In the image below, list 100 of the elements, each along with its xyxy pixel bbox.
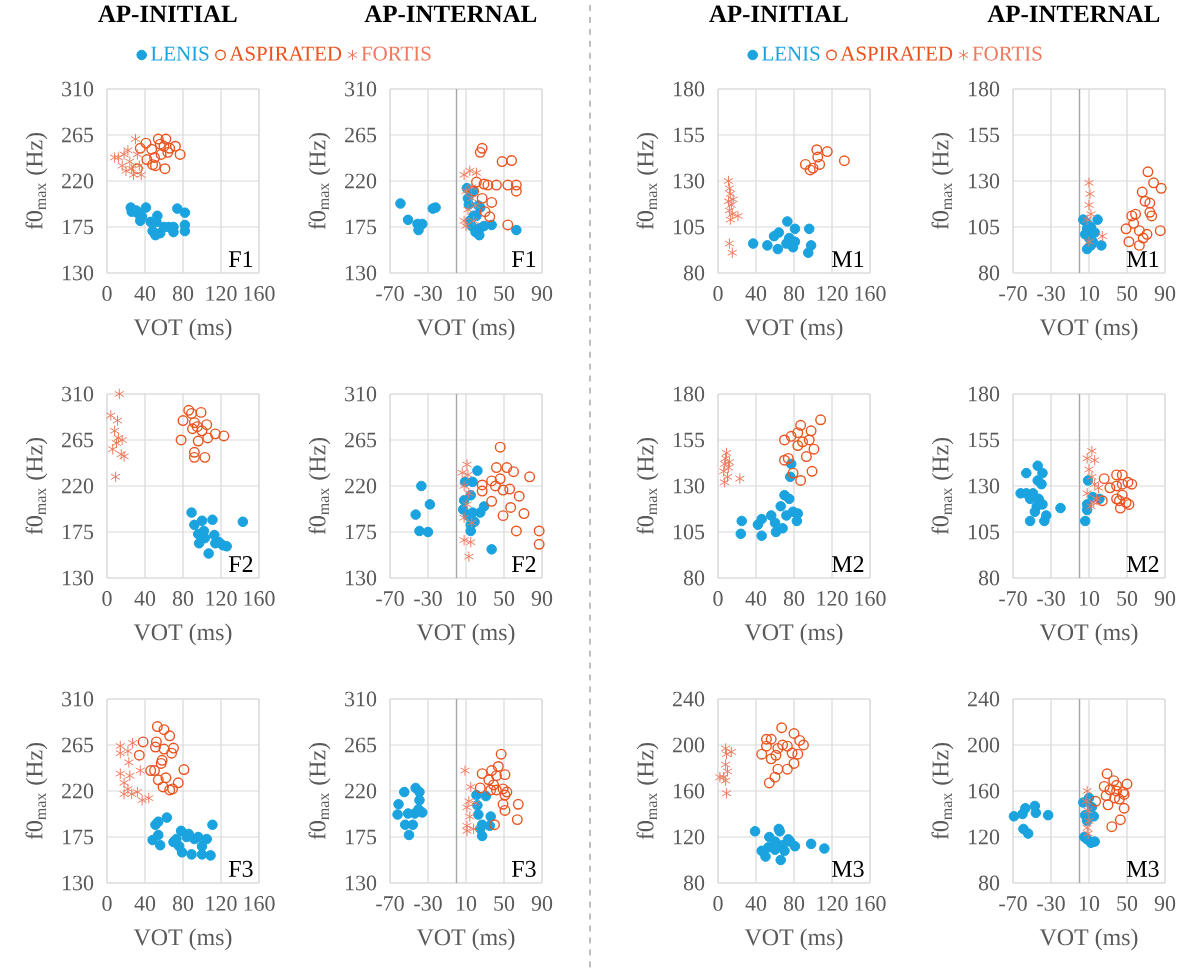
- y-axis-title: f0$_{max}$ (Hz): [931, 742, 954, 840]
- y-axis-title: f0$_{max}$ (Hz): [636, 132, 659, 230]
- y-axis-title: f0$_{max}$ (Hz): [308, 742, 331, 840]
- y-tick-label: 130: [346, 875, 377, 891]
- annotation: M2: [1127, 556, 1159, 572]
- x-tick-label: 10: [1079, 591, 1100, 606]
- x-tick-label: -70: [999, 896, 1027, 911]
- y-tick-label: 220: [62, 478, 94, 494]
- y-axis-title: f0$_{max}$ (Hz): [25, 437, 48, 535]
- y-tick-label: 105: [969, 219, 1000, 235]
- y-tick-label: 105: [674, 524, 705, 540]
- y-tick-label: 130: [674, 478, 705, 494]
- legend-label: ASPIRATED: [840, 46, 953, 61]
- y-tick-label: 160: [969, 783, 1000, 799]
- y-tick-label: 200: [968, 737, 1000, 753]
- x-tick-label: 90: [531, 896, 553, 911]
- x-axis-title: VOT (ms): [1039, 928, 1138, 951]
- x-tick-label: 80: [783, 286, 805, 301]
- x-tick-label: 120: [817, 896, 848, 911]
- y-tick-label: 180: [969, 81, 1000, 97]
- x-tick-label: 0: [713, 591, 723, 606]
- x-tick-label: 50: [1117, 591, 1138, 606]
- annotation: M1: [1127, 251, 1159, 267]
- y-tick-label: 240: [968, 691, 1000, 707]
- x-tick-label: 80: [172, 591, 194, 606]
- x-tick-label: 160: [244, 591, 275, 606]
- y-axis-title: f0$_{max}$ (Hz): [25, 132, 48, 230]
- x-axis-title: VOT (ms): [744, 623, 843, 646]
- x-tick-label: 80: [783, 896, 805, 911]
- x-tick-label: 40: [134, 591, 156, 606]
- x-tick-label: 10: [456, 591, 477, 606]
- x-tick-label: 80: [172, 896, 194, 911]
- x-tick-label: -70: [376, 591, 404, 606]
- x-axis-title: VOT (ms): [416, 928, 515, 951]
- x-tick-label: -30: [1037, 591, 1065, 606]
- legend-label: FORTIS: [361, 46, 431, 61]
- y-tick-label: 80: [683, 875, 705, 891]
- x-tick-label: -30: [414, 591, 442, 606]
- x-tick-label: 90: [1154, 591, 1176, 606]
- x-axis-title: VOT (ms): [744, 318, 843, 341]
- x-tick-label: 40: [134, 896, 156, 911]
- x-tick-label: 0: [713, 896, 723, 911]
- legend-label: ASPIRATED: [229, 46, 342, 61]
- x-axis-title: VOT (ms): [1039, 318, 1138, 341]
- x-tick-label: 120: [206, 896, 237, 911]
- x-tick-label: 160: [244, 896, 275, 911]
- annotation: F1: [229, 251, 253, 267]
- x-tick-label: 0: [102, 286, 112, 301]
- chart-title: AP-INITIAL: [709, 5, 848, 22]
- y-tick-label: 220: [62, 173, 94, 189]
- y-tick-label: 80: [683, 265, 705, 281]
- x-tick-label: 0: [102, 896, 112, 911]
- y-tick-label: 265: [62, 127, 94, 143]
- annotation: M2: [832, 556, 864, 572]
- x-tick-label: 120: [206, 286, 237, 301]
- x-tick-label: 120: [817, 286, 848, 301]
- y-tick-label: 155: [674, 432, 705, 448]
- y-tick-label: 310: [345, 386, 377, 402]
- y-tick-label: 310: [62, 386, 94, 402]
- legend-label: FORTIS: [972, 46, 1042, 61]
- x-tick-label: 50: [1117, 286, 1138, 301]
- y-tick-label: 155: [969, 127, 1000, 143]
- y-axis-title: f0$_{max}$ (Hz): [931, 437, 954, 535]
- x-tick-label: 90: [1154, 286, 1176, 301]
- legend-label: LENIS: [762, 46, 820, 61]
- legend-label: LENIS: [151, 46, 209, 61]
- y-tick-label: 130: [674, 173, 705, 189]
- y-tick-label: 180: [674, 386, 705, 402]
- x-tick-label: 0: [713, 286, 723, 301]
- x-axis-title: VOT (ms): [416, 623, 515, 646]
- x-tick-label: -30: [414, 896, 442, 911]
- y-tick-label: 80: [978, 875, 1000, 891]
- y-tick-label: 130: [969, 478, 1000, 494]
- y-tick-label: 240: [673, 691, 705, 707]
- x-tick-label: 160: [244, 286, 275, 301]
- x-tick-label: 40: [745, 591, 767, 606]
- x-tick-label: 160: [855, 591, 886, 606]
- y-tick-label: 175: [346, 524, 377, 540]
- y-tick-label: 200: [673, 737, 705, 753]
- x-tick-label: 50: [494, 591, 515, 606]
- y-tick-label: 175: [346, 219, 377, 235]
- x-axis-title: VOT (ms): [1039, 623, 1138, 646]
- y-tick-label: 80: [978, 265, 1000, 281]
- x-tick-label: 40: [134, 286, 156, 301]
- y-tick-label: 265: [345, 737, 377, 753]
- y-tick-label: 220: [345, 783, 377, 799]
- y-tick-label: 220: [62, 783, 94, 799]
- y-tick-label: 180: [674, 81, 705, 97]
- y-tick-label: 310: [345, 691, 377, 707]
- chart-title: AP-INTERNAL: [364, 5, 537, 22]
- y-tick-label: 220: [345, 173, 377, 189]
- y-tick-label: 310: [62, 691, 94, 707]
- x-tick-label: -30: [1037, 896, 1065, 911]
- y-tick-label: 265: [62, 432, 94, 448]
- x-tick-label: 90: [531, 286, 553, 301]
- y-tick-label: 155: [969, 432, 1000, 448]
- x-tick-label: 80: [783, 591, 805, 606]
- y-tick-label: 265: [62, 737, 94, 753]
- y-tick-label: 155: [674, 127, 705, 143]
- y-tick-label: 130: [346, 265, 377, 281]
